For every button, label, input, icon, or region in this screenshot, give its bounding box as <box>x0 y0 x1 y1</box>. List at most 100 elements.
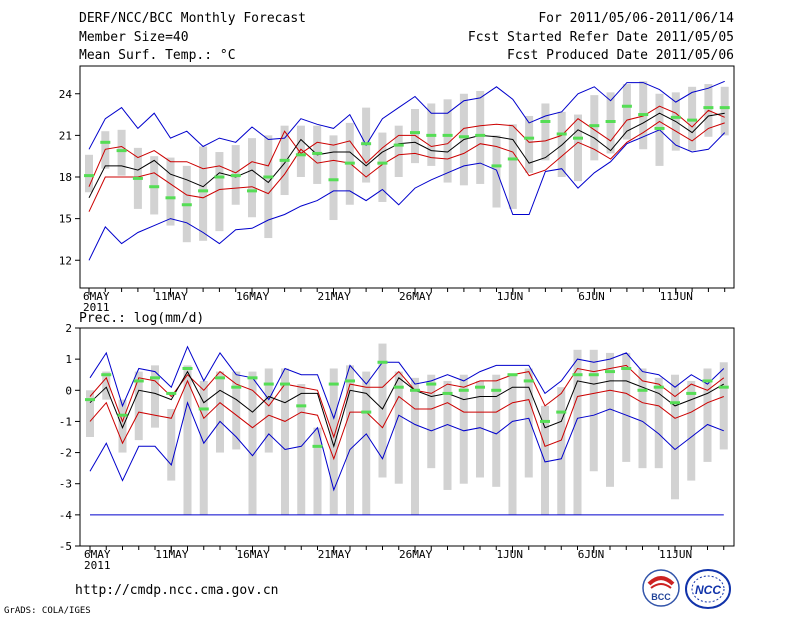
panel1-ytick-label-24: 24 <box>59 88 73 101</box>
panel2-observed-marker-27 <box>523 379 534 383</box>
panel2-range-bar-21 <box>427 374 436 469</box>
panel2-range-bar-37 <box>687 380 696 481</box>
panel2-observed-marker-13 <box>296 404 307 408</box>
panel1-observed-marker-17 <box>361 142 372 146</box>
panel2-observed-marker-21 <box>426 382 437 386</box>
panel2-observed-marker-17 <box>361 410 372 414</box>
panel2-observed-marker-15 <box>328 382 339 386</box>
panel1-range-bar-19 <box>394 125 403 177</box>
panel2-observed-marker-34 <box>637 388 648 392</box>
panel2-range-bar-27 <box>524 368 533 478</box>
panel2-range-bar-36 <box>671 374 679 500</box>
panel1-ytick-label-18: 18 <box>59 171 72 184</box>
panel1-observed-marker-32 <box>605 120 616 123</box>
panel1-range-bar-0 <box>85 154 93 193</box>
panel1-observed-marker-1 <box>100 140 111 144</box>
panel2-range-bar-7 <box>199 380 208 515</box>
panel1-observed-marker-2 <box>116 149 127 153</box>
panel1-range-bar-31 <box>590 95 599 161</box>
panel2-xtick-label-6MAY: 6MAY <box>84 548 111 561</box>
panel1-observed-marker-5 <box>165 196 176 200</box>
panel2-observed-marker-9 <box>231 385 242 389</box>
panel2-range-bar-38 <box>703 368 712 462</box>
panel1-observed-marker-28 <box>540 120 551 123</box>
panel1-observed-marker-10 <box>247 189 257 193</box>
panel2-range-bar-2 <box>118 399 127 453</box>
panel1-observed-marker-29 <box>556 132 567 136</box>
panel1-range-bar-22 <box>443 99 452 183</box>
panel1-range-bar-26 <box>508 124 517 209</box>
start-date: Fcst Started Refer Date 2011/05/05 <box>467 30 734 45</box>
panel2-ytick-label--4: -4 <box>59 509 73 522</box>
panel1-ytick-label-21: 21 <box>59 129 72 142</box>
panel1-range-bar-29 <box>557 111 566 177</box>
panel1-observed-marker-24 <box>475 133 486 137</box>
panel1-range-bar-28 <box>541 103 550 161</box>
produced-date: Fcst Produced Date 2011/05/06 <box>507 48 734 63</box>
panel1-observed-marker-7 <box>198 189 209 193</box>
panel2-range-bar-30 <box>573 349 582 515</box>
panel2-observed-marker-36 <box>670 401 680 405</box>
panel2-observed-marker-0 <box>85 398 95 402</box>
panel2-range-bar-11 <box>264 368 273 453</box>
source-url[interactable]: http://cmdp.ncc.cma.gov.cn <box>75 583 279 598</box>
panel2-range-bar-20 <box>411 377 419 515</box>
panel2-max-line <box>89 345 725 420</box>
panel1-xtick-label-11MAY: 11MAY <box>155 290 188 303</box>
panel1-lower-quartile-line <box>88 120 725 212</box>
panel1-xtick-label-11JUN: 11JUN <box>660 290 693 303</box>
panel2-observed-marker-35 <box>653 385 664 389</box>
panel2-range-bar-34 <box>638 368 647 469</box>
panel1-range-bar-15 <box>329 135 338 221</box>
panel2-range-bar-4 <box>151 365 159 428</box>
panel2-range-bar-35 <box>654 377 663 469</box>
panel1-range-bar-20 <box>411 109 419 164</box>
panel2-range-bar-6 <box>183 365 192 515</box>
panel2-range-bar-19 <box>394 371 403 484</box>
panel1-observed-marker-0 <box>84 174 94 178</box>
bcc-logo-text: BCC <box>651 592 671 602</box>
panel2-observed-marker-11 <box>263 382 274 386</box>
panel2-observed-marker-33 <box>621 366 632 370</box>
panel2-observed-marker-7 <box>198 407 209 411</box>
panel1-observed-marker-23 <box>458 135 469 139</box>
panel2-range-bar-28 <box>541 405 549 515</box>
panel2-range-bar-12 <box>281 368 289 515</box>
panel1-max-line <box>88 80 725 150</box>
panel2-observed-marker-8 <box>215 376 225 380</box>
panel2-observed-marker-38 <box>702 379 713 383</box>
panel2-range-bar-1 <box>102 371 111 400</box>
panel1-observed-marker-35 <box>654 126 665 130</box>
panel1-observed-marker-26 <box>507 157 518 161</box>
panel1-range-bar-11 <box>264 135 273 239</box>
panel1-observed-marker-21 <box>426 133 437 137</box>
panel1-observed-marker-19 <box>393 143 404 147</box>
panel2-ytick-label--3: -3 <box>59 478 72 491</box>
bcc-logo: BCC <box>642 569 680 607</box>
panel2-xtick-label-16MAY: 16MAY <box>237 548 270 561</box>
panel2-range-bar-18 <box>378 343 387 478</box>
panel2-range-bar-8 <box>216 371 224 453</box>
panel1-observed-marker-9 <box>230 174 241 178</box>
panel1-range-bar-7 <box>199 146 208 241</box>
panel2-range-bar-33 <box>622 352 631 462</box>
panel2-range-bar-32 <box>606 352 614 487</box>
panel1-observed-marker-34 <box>638 113 649 117</box>
panel2-observed-marker-10 <box>247 376 258 380</box>
panel1-xtick-label-6JUN: 6JUN <box>578 290 605 303</box>
panel1-xtick-label-16MAY: 16MAY <box>236 290 269 303</box>
panel1-observed-marker-12 <box>279 158 290 162</box>
panel2-ytick-label-1: 1 <box>65 353 72 366</box>
panel2-observed-marker-19 <box>393 385 404 389</box>
panel2-observed-marker-24 <box>475 385 485 389</box>
panel1-observed-marker-38 <box>703 106 714 110</box>
panel1-observed-marker-14 <box>312 151 323 155</box>
panel2-range-bar-0 <box>86 390 94 437</box>
panel1-upper-quartile-line <box>88 105 725 187</box>
panel2-upper-quartile-line <box>89 364 725 439</box>
panel2-observed-marker-23 <box>458 388 469 392</box>
panel2-observed-marker-28 <box>540 419 550 423</box>
panel2-ytick-label--2: -2 <box>59 447 72 460</box>
panel2-observed-marker-3 <box>133 379 144 383</box>
